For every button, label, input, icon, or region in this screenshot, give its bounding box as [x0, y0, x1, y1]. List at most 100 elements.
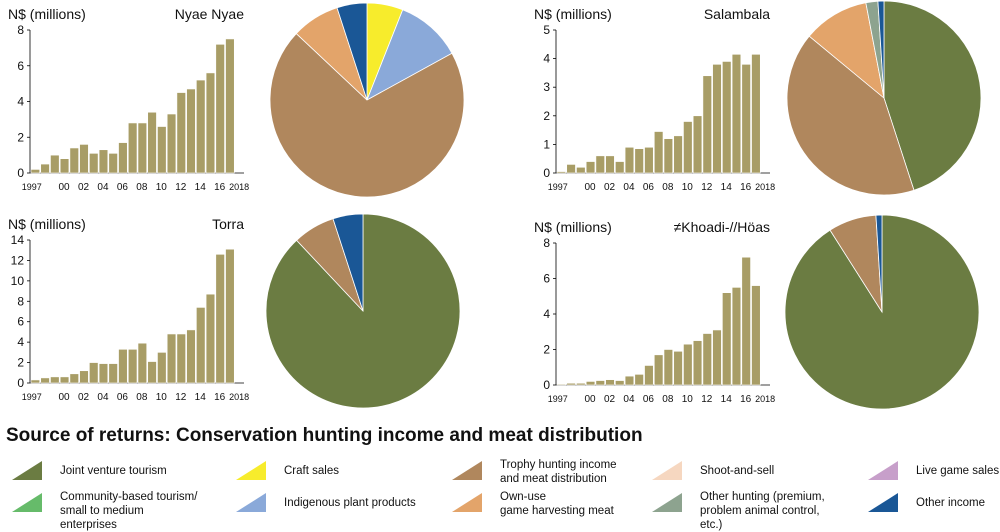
legend-swatch-icon — [452, 461, 482, 480]
bar-1998 — [40, 377, 50, 384]
bar-2010 — [683, 343, 693, 386]
y-tick-label: 4 — [543, 52, 550, 66]
y-tick-label: 14 — [11, 233, 25, 247]
x-tick-label: 06 — [643, 394, 655, 405]
pie-chart-1 — [786, 0, 982, 196]
legend-swatch — [236, 493, 266, 512]
bar-2015 — [731, 54, 742, 174]
x-tick-label: 04 — [97, 392, 109, 403]
y-tick-label: 2 — [543, 343, 550, 357]
bar-1998 — [566, 164, 576, 174]
y-tick-label: 8 — [17, 294, 24, 308]
bar-2003 — [615, 161, 625, 174]
bar-2013 — [712, 329, 722, 386]
x-tick-label: 08 — [662, 182, 674, 193]
bar-1998 — [40, 163, 50, 174]
y-tick-label: 2 — [543, 109, 550, 123]
bar-2016 — [741, 64, 751, 174]
bar-2009 — [673, 350, 683, 386]
bar-2015 — [731, 287, 742, 386]
x-tick-label: 2018 — [229, 182, 249, 192]
bar-2004 — [98, 149, 109, 174]
x-tick-label: 00 — [584, 182, 596, 193]
legend-label: Trophy hunting income and meat distribut… — [500, 459, 617, 485]
x-tick-label: 16 — [214, 392, 226, 403]
bar-2003 — [615, 380, 625, 386]
bar-2013 — [186, 329, 196, 384]
x-tick-label: 00 — [58, 182, 70, 193]
x-tick-label: 04 — [97, 182, 109, 193]
bar-2010 — [683, 121, 693, 174]
legend-swatch — [868, 493, 898, 512]
bar-2006 — [644, 146, 654, 174]
x-tick-label: 12 — [701, 182, 713, 193]
bar-2006 — [644, 365, 654, 386]
bar-2009 — [673, 135, 683, 174]
legend-swatch — [652, 461, 682, 480]
pie-slice-trophy-hunting-income-and-meat-distribution — [269, 33, 465, 198]
x-tick-label: 06 — [643, 182, 655, 193]
x-tick-label: 00 — [584, 394, 596, 405]
x-tick-label: 2018 — [755, 394, 775, 404]
x-tick-label: 06 — [117, 392, 129, 403]
legend-item-joint-venture-tourism: Joint venture tourism — [8, 458, 198, 498]
y-tick-label: 0 — [17, 376, 24, 390]
legend-swatch-icon — [652, 461, 682, 480]
x-tick-label: 10 — [682, 394, 694, 405]
bar-2004 — [624, 146, 635, 174]
bar-1999 — [50, 376, 60, 384]
y-axis-label: N$ (millions) — [534, 6, 612, 22]
y-tick-label: 6 — [543, 272, 550, 286]
x-tick-label: 02 — [604, 394, 616, 405]
bar-2007 — [127, 122, 138, 174]
legend-item-other-income: Other income — [864, 490, 1000, 530]
bar-2014 — [722, 61, 732, 174]
x-tick-label: 12 — [701, 394, 713, 405]
bar-2005 — [108, 153, 118, 174]
y-tick-label: 8 — [17, 23, 24, 37]
legend-item-live-game-sales: Live game sales — [864, 458, 1000, 498]
bar-1999 — [576, 166, 586, 174]
x-tick-label: 02 — [604, 182, 616, 193]
bar-2004 — [624, 375, 635, 386]
x-tick-label: 12 — [175, 392, 187, 403]
pie-slice-other-income — [332, 213, 364, 312]
bar-2002 — [605, 379, 615, 386]
bar-2002 — [79, 144, 89, 174]
bar-2000 — [585, 161, 596, 174]
pie-slice-other-income — [877, 0, 885, 99]
pie-chart-3 — [784, 214, 980, 410]
legend-item-own-use-game-harvesting-meat: Own-use game harvesting meat — [448, 490, 638, 530]
legend-swatch-icon — [12, 493, 42, 512]
bar-2011 — [692, 340, 703, 386]
x-tick-label: 10 — [682, 182, 694, 193]
bar-2000 — [59, 376, 70, 384]
legend-swatch-icon — [236, 493, 266, 512]
x-tick-label: 1997 — [22, 182, 42, 192]
bar-2011 — [166, 333, 177, 384]
legend-title: Source of returns: Conservation hunting … — [6, 425, 643, 446]
bar-2015 — [205, 72, 216, 174]
pie-chart-2 — [265, 213, 461, 409]
y-tick-label: 1 — [543, 137, 550, 151]
y-axis-label: N$ (millions) — [8, 6, 86, 22]
x-tick-label: 14 — [721, 182, 733, 193]
x-tick-label: 10 — [156, 182, 168, 193]
chart-title: ≠Khoadi-//Höas — [674, 219, 770, 235]
bar-2003 — [89, 153, 99, 174]
pie-slice-joint-venture-tourism — [883, 0, 982, 191]
x-tick-label: 2018 — [755, 182, 775, 192]
legend-item-community-based-tourism-small-to-medium-enterprises: Community-based tourism/ small to medium… — [8, 490, 198, 531]
bar-2008 — [663, 138, 674, 174]
x-tick-label: 16 — [740, 394, 752, 405]
bar-2016 — [215, 254, 225, 384]
legend-label: Own-use game harvesting meat — [500, 491, 614, 517]
y-tick-label: 8 — [543, 236, 550, 250]
legend-swatch-icon — [12, 461, 42, 480]
y-tick-label: 0 — [543, 378, 550, 392]
chart-title: Torra — [212, 216, 244, 232]
x-tick-label: 12 — [175, 182, 187, 193]
bar-2010 — [157, 126, 167, 174]
pie-chart-0 — [269, 2, 465, 198]
